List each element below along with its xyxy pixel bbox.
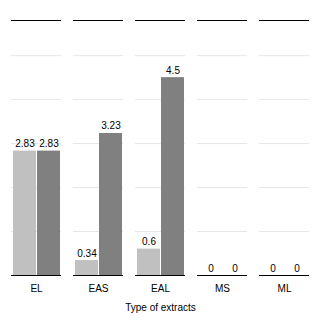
svg-text:MS: MS [215,283,230,294]
svg-text:0: 0 [294,263,300,274]
svg-text:EAS: EAS [88,283,108,294]
svg-text:0: 0 [270,263,276,274]
svg-text:2.83: 2.83 [39,138,59,149]
svg-text:0.6: 0.6 [142,236,156,247]
svg-text:EAL: EAL [151,283,170,294]
svg-text:0: 0 [232,263,238,274]
svg-text:3.23: 3.23 [101,120,121,131]
svg-text:0: 0 [208,263,214,274]
svg-text:Type of extracts: Type of extracts [125,302,196,313]
svg-text:4.5: 4.5 [166,65,180,76]
svg-text:ML: ML [278,283,292,294]
svg-text:2.83: 2.83 [15,138,35,149]
svg-text:EL: EL [30,283,43,294]
svg-text:0.34: 0.34 [77,248,97,259]
